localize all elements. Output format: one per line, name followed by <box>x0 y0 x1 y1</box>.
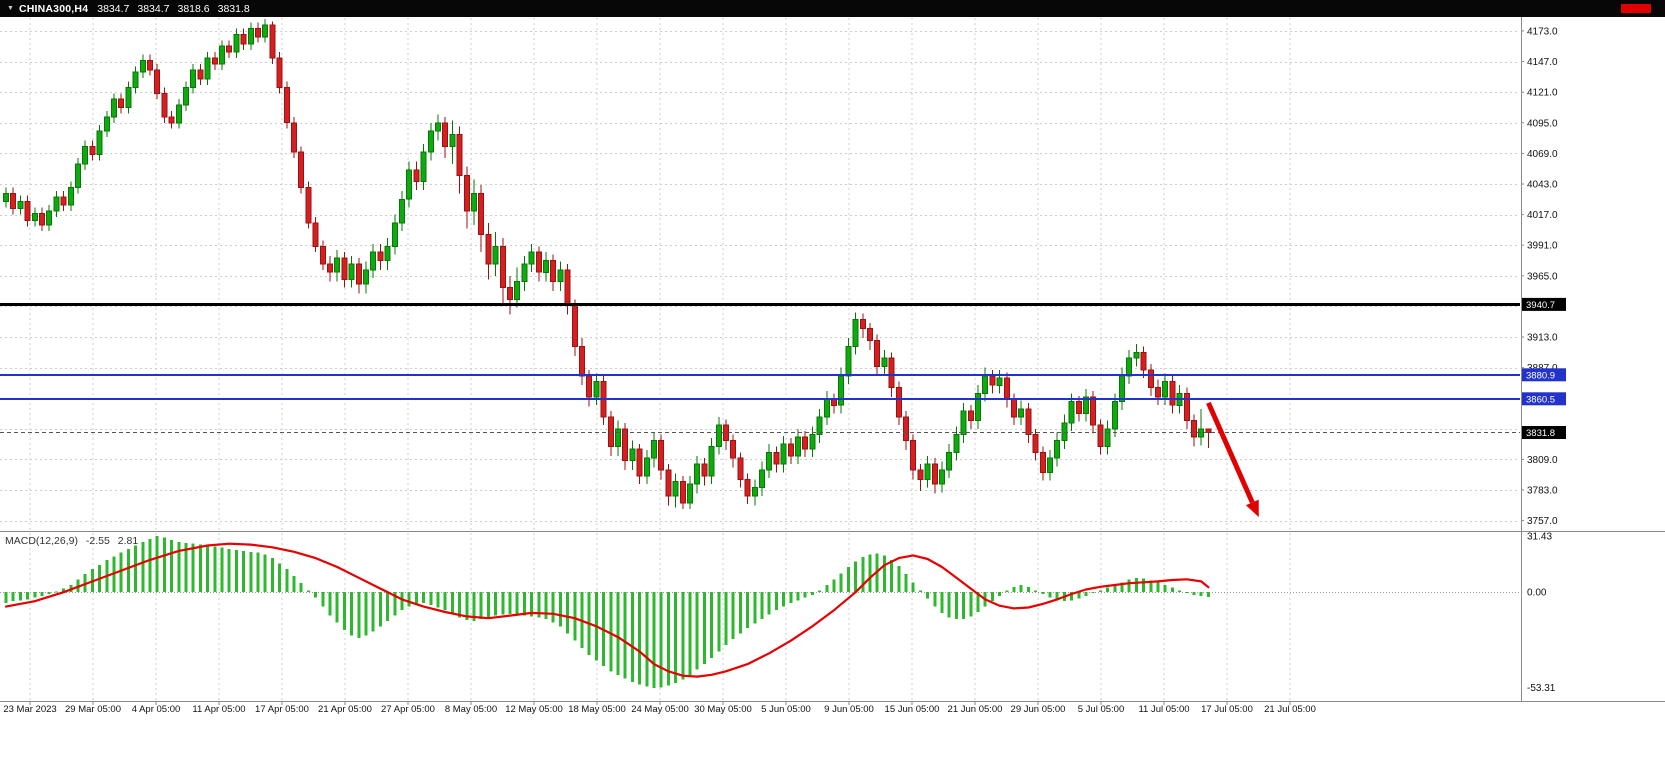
price-axis-labels: 4173.0 4147.0 4121.0 4095.0 4069.0 4043.0 4017… <box>1521 26 1558 527</box>
svg-text:3860.5: 3860.5 <box>1526 394 1555 405</box>
price-axis-badges: 3940.7 3880.9 3860.5 3831.8 <box>1522 297 1566 439</box>
frame-layer <box>0 17 1665 702</box>
macd-axis-labels: 31.43 0.00 -53.31 <box>1527 532 1556 694</box>
svg-text:4095.0: 4095.0 <box>1527 118 1558 129</box>
svg-text:15 Jun 05:00: 15 Jun 05:00 <box>885 704 940 715</box>
svg-text:30 May 05:00: 30 May 05:00 <box>694 704 752 715</box>
svg-text:0.00: 0.00 <box>1527 588 1547 599</box>
svg-text:3809.0: 3809.0 <box>1527 455 1558 466</box>
svg-text:23 Mar 2023: 23 Mar 2023 <box>3 704 56 715</box>
hlines-layer <box>0 302 1520 433</box>
svg-text:3783.0: 3783.0 <box>1527 486 1558 497</box>
svg-text:21 Apr 05:00: 21 Apr 05:00 <box>318 704 372 715</box>
svg-text:21 Jul 05:00: 21 Jul 05:00 <box>1264 704 1316 715</box>
candles-layer <box>3 19 1212 509</box>
ohlc-close: 3831.8 <box>217 2 250 15</box>
svg-text:9 Jun 05:00: 9 Jun 05:00 <box>824 704 874 715</box>
svg-text:3757.0: 3757.0 <box>1527 516 1558 527</box>
chart-symbol-title: CHINA300,H4 <box>18 2 89 15</box>
macd-name: MACD(12,26,9) <box>5 535 78 547</box>
price-badge-3831.8 <box>1522 426 1566 439</box>
macd-signal-value: 2.81 <box>117 535 139 547</box>
svg-text:18 May 05:00: 18 May 05:00 <box>568 704 626 715</box>
quick-trade-arrow-icon[interactable]: ▼ <box>7 5 14 12</box>
price-badge-3940.7 <box>1522 297 1566 311</box>
svg-text:31.43: 31.43 <box>1527 532 1552 543</box>
svg-text:12 May 05:00: 12 May 05:00 <box>505 704 563 715</box>
ohlc-low: 3818.6 <box>177 2 210 15</box>
svg-text:3991.0: 3991.0 <box>1527 241 1558 252</box>
macd-signal-layer <box>4 542 1210 678</box>
svg-text:4043.0: 4043.0 <box>1527 180 1558 191</box>
svg-text:3913.0: 3913.0 <box>1527 333 1558 344</box>
trend-arrow-annotation[interactable] <box>1206 401 1259 518</box>
grid-layer <box>0 18 1520 700</box>
svg-text:29 Mar 05:00: 29 Mar 05:00 <box>65 704 121 715</box>
svg-text:4 Apr 05:00: 4 Apr 05:00 <box>132 704 181 715</box>
svg-text:8 May 05:00: 8 May 05:00 <box>445 704 497 715</box>
svg-text:24 May 05:00: 24 May 05:00 <box>631 704 689 715</box>
svg-text:3940.7: 3940.7 <box>1526 300 1555 311</box>
svg-text:11 Jul 05:00: 11 Jul 05:00 <box>1138 704 1189 715</box>
svg-text:3831.8: 3831.8 <box>1526 428 1555 439</box>
ohlc-high: 3834.7 <box>137 2 170 15</box>
svg-text:-53.31: -53.31 <box>1527 683 1556 694</box>
macd-indicator-label: MACD(12,26,9) -2.55 2.81 <box>5 535 143 547</box>
svg-text:4173.0: 4173.0 <box>1527 26 1558 37</box>
svg-text:5 Jul 05:00: 5 Jul 05:00 <box>1078 704 1124 715</box>
svg-text:4069.0: 4069.0 <box>1527 149 1558 160</box>
chart-header-bar: ▼ CHINA300,H4 3834.7 3834.7 3818.6 3831.… <box>0 0 1665 17</box>
svg-text:3880.9: 3880.9 <box>1526 370 1555 381</box>
macd-main-value: -2.55 <box>85 535 110 547</box>
svg-text:4147.0: 4147.0 <box>1527 57 1558 68</box>
ohlc-open: 3834.7 <box>97 2 130 15</box>
svg-text:4017.0: 4017.0 <box>1527 210 1558 221</box>
macd-histogram-layer <box>4 535 1210 688</box>
svg-text:4121.0: 4121.0 <box>1527 88 1558 99</box>
svg-text:27 Apr 05:00: 27 Apr 05:00 <box>381 704 435 715</box>
header-red-indicator <box>1621 4 1651 13</box>
svg-text:29 Jun 05:00: 29 Jun 05:00 <box>1011 704 1066 715</box>
svg-text:17 Jul 05:00: 17 Jul 05:00 <box>1201 704 1253 715</box>
svg-text:11 Apr 05:00: 11 Apr 05:00 <box>192 704 245 715</box>
price-badge-3860.5 <box>1522 392 1566 406</box>
svg-text:5 Jun 05:00: 5 Jun 05:00 <box>761 704 811 715</box>
svg-text:21 Jun 05:00: 21 Jun 05:00 <box>948 704 1003 715</box>
time-axis-labels: 23 Mar 2023 29 Mar 05:00 4 Apr 05:00 11 Apr… <box>3 702 1316 715</box>
svg-text:3965.0: 3965.0 <box>1527 271 1558 282</box>
svg-text:17 Apr 05:00: 17 Apr 05:00 <box>255 704 309 715</box>
price-badge-3880.9 <box>1522 368 1566 382</box>
